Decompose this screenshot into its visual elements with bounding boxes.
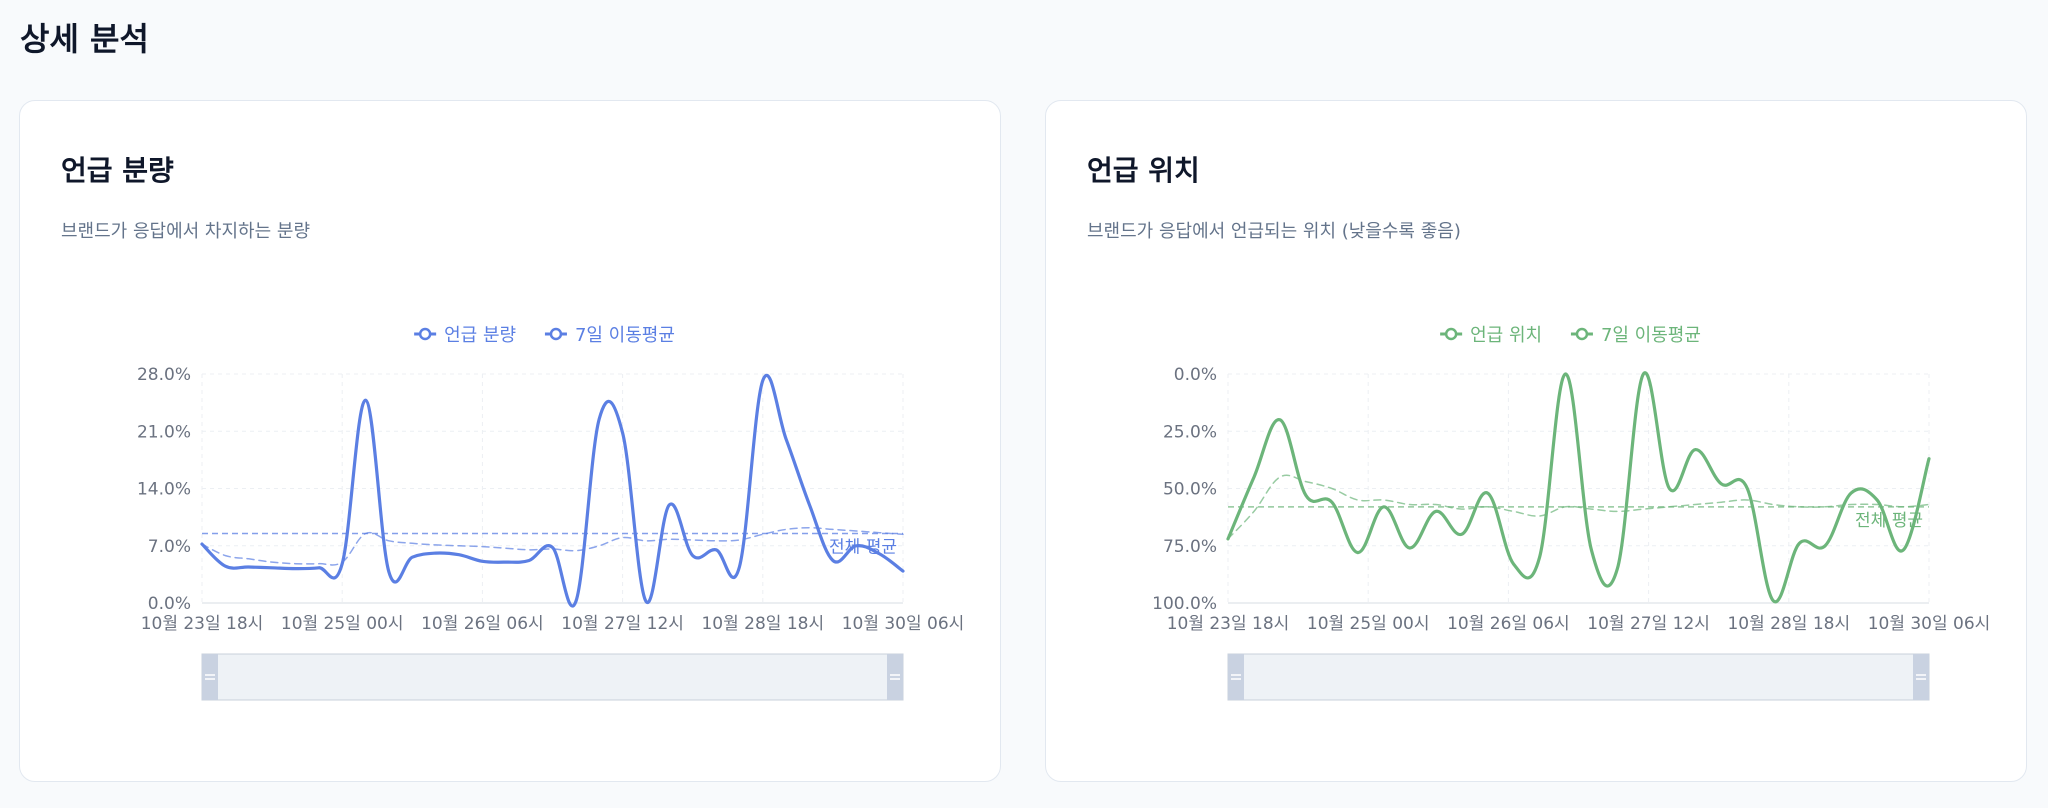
x-tick-label: 10월 25일 00시 — [281, 614, 404, 634]
legend-marker-icon — [1575, 327, 1589, 341]
mention-position-chart[interactable]: 0.0% 25.0% 50.0% 75.0% 100.0%10월 23일 18시 10월 … — [1046, 101, 2026, 781]
y-tick-label: 28.0% — [137, 365, 191, 385]
legend-item[interactable]: 언급 위치 — [1440, 325, 1542, 346]
mention-position-card: 언급 위치 브랜드가 응답에서 언급되는 위치 (낮을수록 좋음) 0.0% 25… — [1045, 100, 2027, 782]
x-tick-label: 10월 23일 18시 — [141, 614, 264, 634]
x-tick-label: 10월 26일 06시 — [421, 614, 544, 634]
y-tick-label: 0.0% — [1174, 365, 1217, 385]
legend-label: 7일 이동평균 — [1601, 325, 1701, 346]
x-tick-label: 10월 28일 18시 — [701, 614, 824, 634]
x-tick-label: 10월 23일 18시 — [1167, 614, 1290, 634]
x-tick-label: 10월 25일 00시 — [1307, 614, 1430, 634]
zoom-handle-left[interactable] — [1228, 654, 1244, 700]
legend-item[interactable]: 언급 분량 — [414, 325, 516, 346]
y-tick-label: 14.0% — [137, 480, 191, 500]
legend-item[interactable]: 7일 이동평균 — [1570, 325, 1701, 346]
zoom-handle-left[interactable] — [202, 654, 218, 700]
mention-volume-chart[interactable]: 0.0% 7.0% 14.0% 21.0% 28.0% 10월 23일 18시 10월 25… — [20, 101, 1000, 781]
legend-marker-icon — [418, 327, 432, 341]
zoom-slider[interactable] — [1227, 653, 1930, 701]
average-label: 전체 평균 — [1855, 511, 1923, 531]
zoom-handle-right[interactable] — [887, 654, 903, 700]
moving-average-line — [1227, 474, 1930, 540]
card-title: 언급 분량 — [61, 154, 174, 187]
card-subtitle: 브랜드가 응답에서 차지하는 분량 — [61, 221, 311, 242]
y-tick-label: 25.0% — [1163, 422, 1217, 442]
zoom-handle-right[interactable] — [1913, 654, 1929, 700]
x-tick-label: 10월 30일 06시 — [842, 614, 965, 634]
card-title: 언급 위치 — [1087, 154, 1200, 187]
main-series-line — [1226, 371, 1931, 604]
legend-item[interactable]: 7일 이동평균 — [544, 325, 675, 346]
x-tick-label: 10월 27일 12시 — [1587, 614, 1710, 634]
card-subtitle: 브랜드가 응답에서 언급되는 위치 (낮을수록 좋음) — [1087, 221, 1461, 242]
x-tick-label: 10월 30일 06시 — [1868, 614, 1991, 634]
page-title: 상세 분석 — [20, 20, 149, 58]
mention-volume-card: 언급 분량 브랜드가 응답에서 차지하는 분량 0.0% 7.0% 14.0% 21.… — [19, 100, 1001, 782]
moving-average-line — [201, 527, 904, 566]
legend-marker-icon — [1444, 327, 1458, 341]
zoom-slider-track — [1227, 653, 1930, 701]
zoom-slider[interactable] — [201, 653, 904, 701]
x-tick-label: 10월 26일 06시 — [1447, 614, 1570, 634]
zoom-handle-grip — [1228, 654, 1244, 700]
chart-legend: 언급 분량 7일 이동평균 — [414, 325, 675, 346]
zoom-handle-grip — [887, 654, 903, 700]
x-tick-label: 10월 27일 12시 — [561, 614, 684, 634]
legend-label: 언급 위치 — [1470, 325, 1542, 346]
legend-label: 7일 이동평균 — [575, 325, 675, 346]
y-tick-label: 100.0% — [1152, 594, 1217, 614]
y-tick-label: 50.0% — [1163, 480, 1217, 500]
x-tick-label: 10월 28일 18시 — [1727, 614, 1850, 634]
zoom-slider-track — [201, 653, 904, 701]
zoom-handle-grip — [1913, 654, 1929, 700]
y-tick-label: 75.0% — [1163, 537, 1217, 557]
legend-marker-icon — [549, 327, 563, 341]
chart-legend: 언급 위치 7일 이동평균 — [1440, 325, 1701, 346]
y-tick-label: 21.0% — [137, 422, 191, 442]
main-series-line — [200, 373, 905, 608]
zoom-handle-grip — [202, 654, 218, 700]
y-tick-label: 7.0% — [148, 537, 191, 557]
legend-label: 언급 분량 — [444, 325, 516, 346]
y-tick-label: 0.0% — [148, 594, 191, 614]
